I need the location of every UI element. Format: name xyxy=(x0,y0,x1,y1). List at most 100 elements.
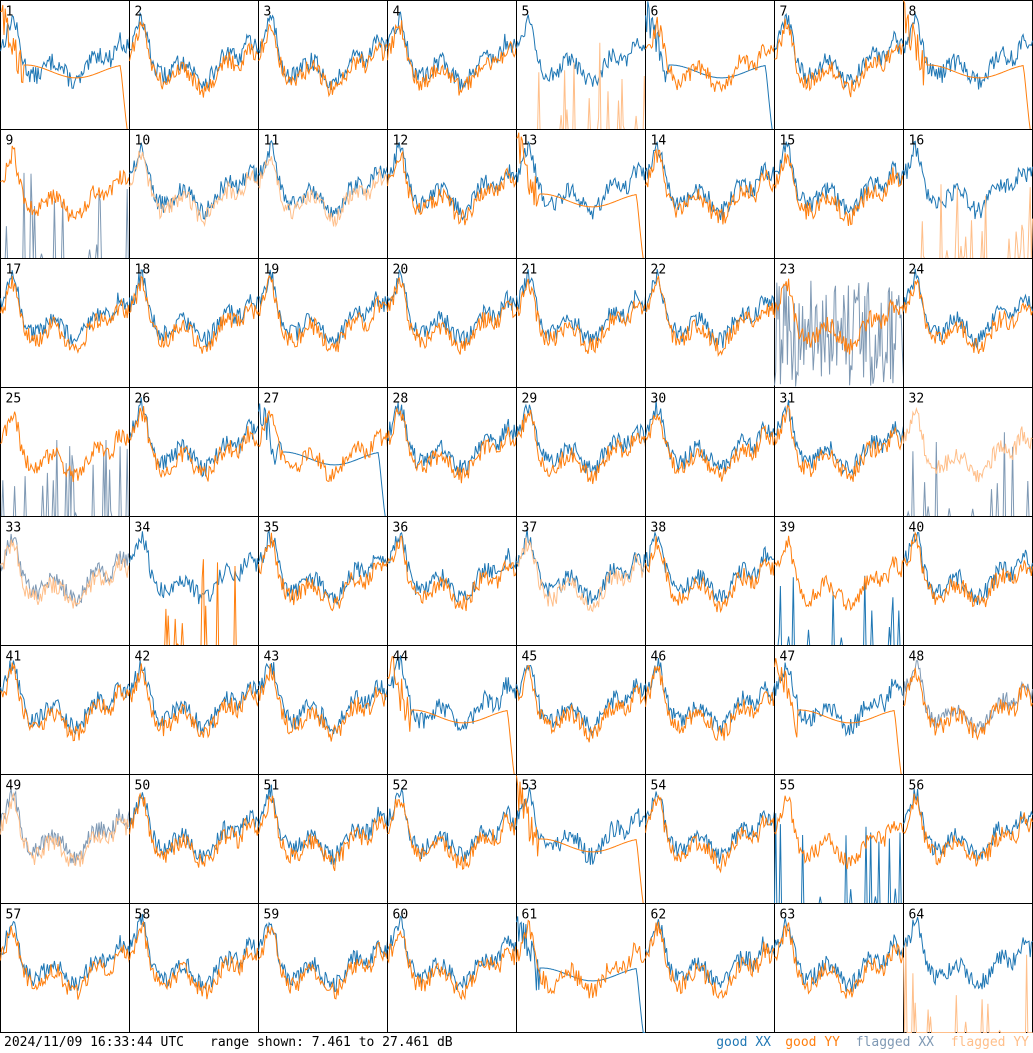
panel-label: 19 xyxy=(264,263,280,278)
panel-4: 4 xyxy=(387,0,517,130)
panel-label: 49 xyxy=(6,779,22,794)
panel-20: 20 xyxy=(387,258,517,388)
series-yy xyxy=(774,278,904,355)
panel-64: 64 xyxy=(903,903,1033,1033)
panel-label: 43 xyxy=(264,650,280,665)
panel-frame xyxy=(903,774,1033,904)
panel-label: 54 xyxy=(651,779,667,794)
panel-frame xyxy=(129,516,259,646)
series-xx xyxy=(516,14,646,87)
panel-58: 58 xyxy=(129,903,259,1033)
series-xx xyxy=(129,531,259,605)
series-yy xyxy=(903,793,1033,867)
panel-2: 2 xyxy=(129,0,259,130)
series-yy xyxy=(645,536,775,614)
series-xx xyxy=(774,280,904,387)
panel-63: 63 xyxy=(774,903,904,1033)
panel-49: 49 xyxy=(0,774,130,904)
panel-frame xyxy=(0,903,130,1033)
panel-label: 61 xyxy=(522,908,538,923)
series-yy xyxy=(516,919,646,999)
series-xx xyxy=(645,399,775,474)
panel-13: 13 xyxy=(516,129,646,259)
panel-21: 21 xyxy=(516,258,646,388)
series-xx xyxy=(645,658,775,735)
panel-frame xyxy=(903,903,1033,1033)
panel-6: 6 xyxy=(645,0,775,130)
series-yy xyxy=(129,406,259,482)
panel-56: 56 xyxy=(903,774,1033,904)
series-xx xyxy=(258,529,388,606)
panel-label: 46 xyxy=(651,650,667,665)
series-xx xyxy=(774,399,904,476)
series-xx xyxy=(516,140,646,220)
panel-51: 51 xyxy=(258,774,388,904)
timestamp-text: 2024/11/09 16:33:44 UTC xyxy=(4,1035,185,1050)
panel-9: 9 xyxy=(0,129,130,259)
panel-label: 6 xyxy=(651,5,659,20)
series-yy xyxy=(129,150,259,228)
panel-46: 46 xyxy=(645,645,775,775)
panel-frame xyxy=(516,903,646,1033)
panel-label: 41 xyxy=(6,650,22,665)
panel-label: 36 xyxy=(393,521,409,536)
panel-label: 60 xyxy=(393,908,409,923)
panel-label: 9 xyxy=(6,134,14,149)
panel-12: 12 xyxy=(387,129,517,259)
panel-47: 47 xyxy=(774,645,904,775)
panel-25: 25 xyxy=(0,387,130,517)
series-yy xyxy=(645,921,775,999)
panel-frame xyxy=(0,129,130,259)
series-yy xyxy=(387,20,517,96)
panel-60: 60 xyxy=(387,903,517,1033)
panel-16: 16 xyxy=(903,129,1033,259)
panel-frame xyxy=(645,774,775,904)
panel-61: 61 xyxy=(516,903,646,1033)
legend-good-xx: good XX xyxy=(716,1035,771,1050)
series-yy xyxy=(516,132,646,259)
series-yy xyxy=(516,664,646,743)
series-xx xyxy=(903,916,1033,990)
series-yy xyxy=(0,145,130,222)
panel-62: 62 xyxy=(645,903,775,1033)
panel-label: 40 xyxy=(909,521,925,536)
panel-37: 37 xyxy=(516,516,646,646)
series-xx xyxy=(387,655,517,732)
panel-frame xyxy=(774,387,904,517)
panel-label: 7 xyxy=(780,5,788,20)
panel-label: 48 xyxy=(909,650,925,665)
series-xx xyxy=(0,920,130,991)
panel-label: 1 xyxy=(6,5,14,20)
series-yy xyxy=(516,775,646,904)
panel-frame xyxy=(387,645,517,775)
panel-38: 38 xyxy=(645,516,775,646)
series-yy xyxy=(516,537,646,613)
panel-frame xyxy=(387,0,517,130)
series-xx xyxy=(0,14,130,89)
panel-30: 30 xyxy=(645,387,775,517)
panel-label: 52 xyxy=(393,779,409,794)
panel-label: 56 xyxy=(909,779,925,794)
series-yy xyxy=(0,539,130,609)
panel-frame xyxy=(516,129,646,259)
panel-label: 57 xyxy=(6,908,22,923)
panel-5: 5 xyxy=(516,0,646,130)
series-yy xyxy=(0,662,130,742)
series-yy xyxy=(258,795,388,872)
legend-good-yy: good YY xyxy=(785,1035,840,1050)
panel-frame xyxy=(903,645,1033,775)
series-yy xyxy=(774,658,904,775)
series-yy xyxy=(129,275,259,354)
series-xx xyxy=(387,531,517,604)
series-xx xyxy=(129,397,259,478)
series-xx xyxy=(903,12,1033,90)
panel-44: 44 xyxy=(387,645,517,775)
series-yy xyxy=(903,942,1033,1033)
series-yy xyxy=(387,930,517,1001)
series-yy xyxy=(0,792,130,867)
panel-label: 22 xyxy=(651,263,667,278)
panel-label: 35 xyxy=(264,521,280,536)
panel-27: 27 xyxy=(258,387,388,517)
panel-label: 29 xyxy=(522,392,538,407)
